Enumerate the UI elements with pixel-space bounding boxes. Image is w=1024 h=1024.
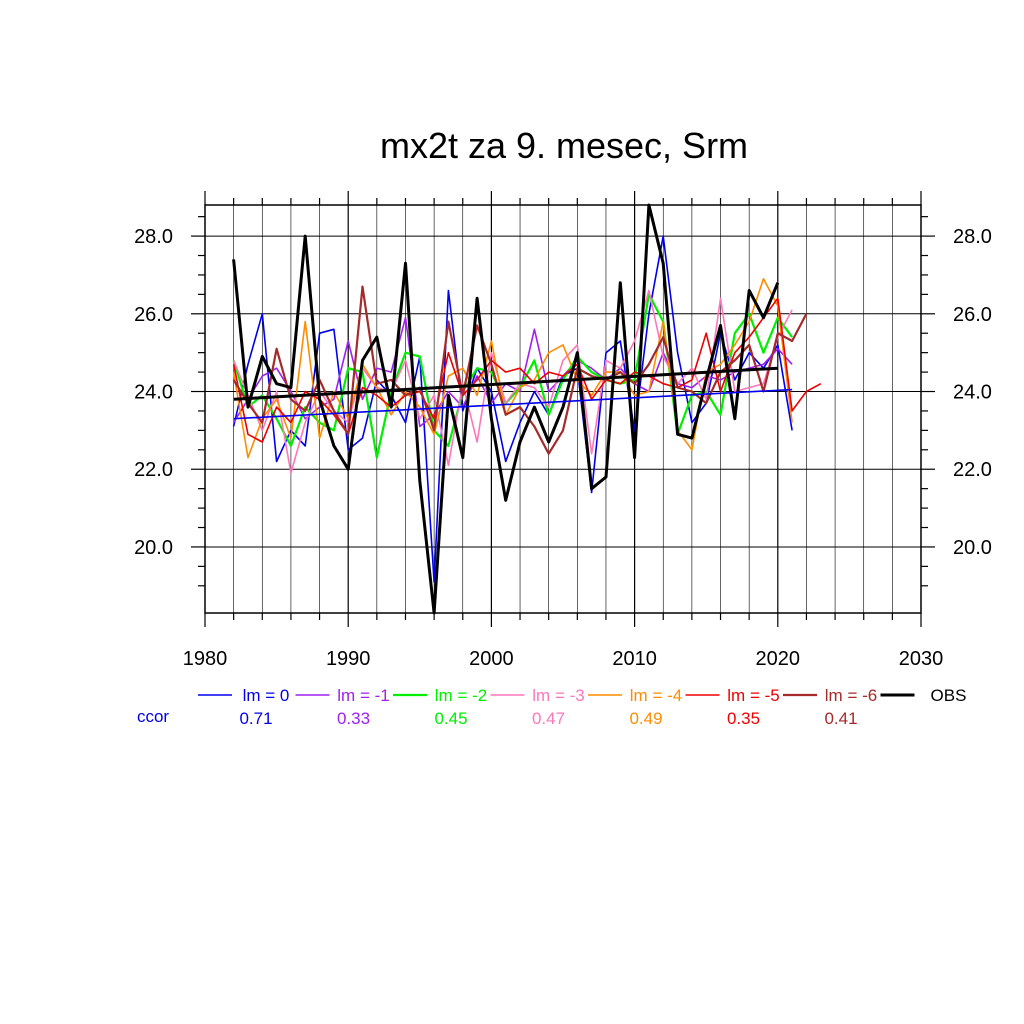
legend-label: lm = -5 — [727, 686, 779, 705]
chart-title: mx2t za 9. mesec, Srm — [380, 125, 748, 166]
legend-ccor-value: 0.71 — [239, 709, 272, 728]
x-tick-label: 1990 — [326, 648, 371, 670]
legend-label: OBS — [931, 686, 967, 705]
series-line — [232, 203, 780, 615]
y-tick-label: 24.0 — [134, 382, 173, 404]
x-tick-label: 2010 — [612, 648, 657, 670]
y-tick-label-right: 26.0 — [953, 304, 992, 326]
x-tick-label: 1980 — [183, 648, 228, 670]
x-tick-label: 2000 — [469, 648, 514, 670]
legend-ccor-value: 0.41 — [824, 709, 857, 728]
legend: ccor lm = 0 0.71 lm = -1 0.33 lm = -2 0.45 lm =… — [137, 686, 967, 728]
legend-ccor-value: 0.35 — [727, 709, 760, 728]
series-line — [232, 297, 822, 443]
ccor-label: ccor — [137, 707, 169, 726]
legend-ccor-value: 0.45 — [434, 709, 467, 728]
trend-line — [233, 388, 793, 420]
y-tick-label-right: 28.0 — [953, 226, 992, 248]
y-tick-label-right: 24.0 — [953, 382, 992, 404]
plot-frame — [204, 204, 922, 614]
y-tick-label-right: 22.0 — [953, 459, 992, 481]
legend-ccor-value: 0.47 — [532, 709, 565, 728]
legend-label: lm = -3 — [532, 686, 584, 705]
y-tick-label: 26.0 — [134, 304, 173, 326]
x-tick-label: 2030 — [899, 648, 944, 670]
y-tick-label-right: 20.0 — [953, 537, 992, 559]
trend-lines — [233, 366, 793, 420]
y-tick-label: 20.0 — [134, 537, 173, 559]
trend-line — [233, 366, 778, 401]
legend-label: lm = -2 — [435, 686, 487, 705]
y-tick-label: 28.0 — [134, 226, 173, 248]
axis-ticks: 1980 1990 2000 2010 2020 2030 20.0 20.0 22.0 22.0… — [134, 191, 992, 670]
series-line — [232, 289, 793, 474]
legend-label: lm = -6 — [825, 686, 877, 705]
series-line — [232, 285, 808, 455]
x-tick-label: 2020 — [756, 648, 801, 670]
legend-ccor-value: 0.33 — [337, 709, 370, 728]
series-lines — [232, 203, 822, 615]
y-tick-label: 22.0 — [134, 459, 173, 481]
legend-ccor-value: 0.49 — [629, 709, 662, 728]
legend-label: lm = -4 — [630, 686, 682, 705]
legend-label: lm = -1 — [337, 686, 389, 705]
legend-label: lm = 0 — [243, 686, 290, 705]
series-line — [232, 316, 793, 428]
